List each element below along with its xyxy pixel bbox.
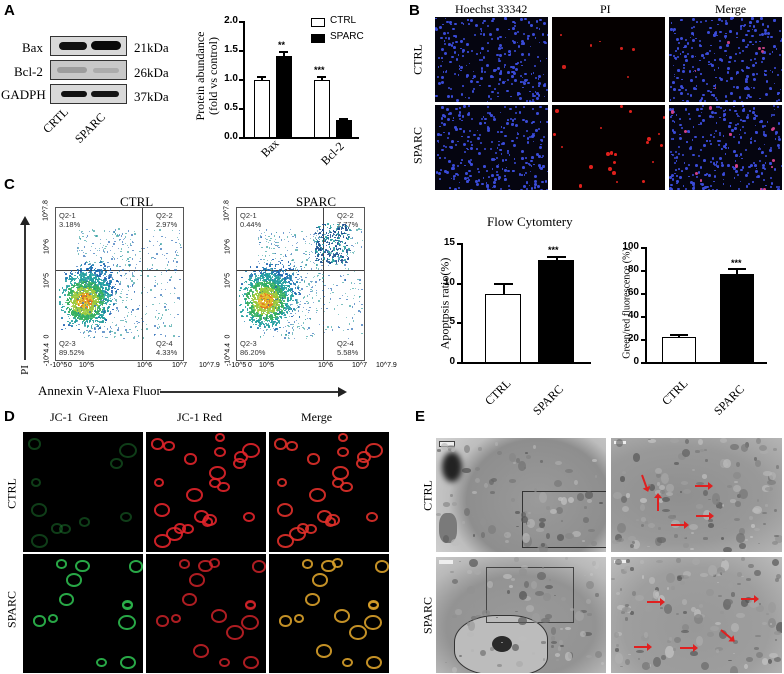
annexin-axis-label: Annexin V-Alexa Fluor (38, 383, 161, 399)
arrow-right-icon (338, 387, 347, 397)
bar-bax-sparc (276, 56, 292, 138)
y-axis (243, 21, 245, 138)
panel-label-d: D (4, 408, 15, 425)
arrow-up-icon (20, 216, 30, 225)
blot-strip-bax (50, 36, 127, 56)
image-ctrl-hoechst (435, 17, 548, 102)
x-label-ctrl: CTRL (659, 376, 691, 408)
panel-label-b: B (409, 2, 420, 19)
blot-size-bcl2: 26kDa (134, 65, 169, 81)
x-label-sparc: SPARC (530, 382, 567, 419)
y-axis (645, 247, 647, 364)
image-ctrl-jc1-red (146, 432, 266, 552)
flow-summary-title: Flow Cytomtery (487, 214, 573, 230)
legend-swatch-sparc (311, 34, 325, 43)
legend-swatch-ctrl (311, 18, 325, 27)
blot-lane-sparc: SPARC (72, 110, 109, 147)
red-arrow-icon (647, 598, 665, 606)
sig-bcl2: *** (314, 65, 325, 75)
bar-ctrl (485, 294, 521, 363)
tem-ctrl-overview (436, 438, 606, 552)
x-label-ctrl: CTRL (482, 376, 514, 408)
row-label-ctrl: CTRL (421, 476, 436, 516)
x-axis (243, 137, 359, 139)
x-label-sparc: SPARC (711, 382, 748, 419)
sig-sparc: *** (548, 245, 559, 255)
col-header-jc1-green: JC-1 Green (50, 410, 108, 425)
col-header-merge: Merge (715, 2, 746, 17)
zoom-region-box (486, 567, 574, 623)
col-header-merge: Merge (301, 410, 332, 425)
col-header-jc1-red: JC-1 Red (177, 410, 222, 425)
y-axis-label: Apoptpsis ratio(%) (438, 249, 453, 359)
x-label-bax: Bax (258, 136, 282, 160)
panel-label-c: C (4, 176, 15, 193)
bar-ctrl (662, 337, 696, 363)
sig-sparc: *** (731, 258, 742, 268)
y-axis (461, 243, 463, 363)
row-label-sparc: SPARC (421, 594, 436, 638)
annexin-axis-arrow (160, 391, 338, 393)
image-sparc-jc1-green (23, 554, 143, 673)
blot-strip-bcl2 (50, 60, 127, 80)
flow-plot-ctrl: Q2-1 3.18% Q2-2 2.97% Q2-3 89.52% Q2-4 4.33% (55, 207, 184, 361)
blot-size-gadph: 37kDa (134, 89, 169, 105)
row-label-ctrl: CTRL (411, 40, 426, 80)
image-sparc-jc1-red (146, 554, 266, 673)
blot-size-bax: 21kDa (134, 40, 169, 56)
legend-ctrl: CTRL (330, 15, 356, 26)
bar-sparc (720, 274, 754, 363)
bar-bcl2-sparc (336, 120, 352, 138)
x-axis (461, 362, 591, 364)
blot-lane-ctrl: CRTL (40, 105, 72, 137)
tem-ctrl-detail (611, 438, 782, 552)
panel-label-a: A (4, 2, 15, 19)
x-axis (645, 362, 767, 364)
row-label-sparc: SPARC (411, 126, 426, 166)
red-arrow-icon (680, 644, 698, 652)
legend-sparc: SPARC (330, 31, 364, 42)
image-ctrl-pi (552, 17, 665, 102)
tem-sparc-overview (436, 557, 606, 673)
row-label-sparc: SPARC (5, 588, 20, 632)
blot-label-bcl2: Bcl-2 (14, 64, 43, 80)
image-sparc-hoechst (435, 105, 548, 190)
col-header-hoechst: Hoechst 33342 (455, 2, 527, 17)
bar-sparc (538, 260, 574, 363)
pi-axis-label: PI (19, 361, 31, 379)
image-ctrl-merge (269, 432, 389, 552)
flow-title-sparc: SPARC (296, 194, 336, 210)
sig-bax: ** (278, 40, 285, 50)
bar-bax-ctrl (254, 80, 270, 138)
flow-plot-sparc: Q2-1 0.44% Q2-2 7.77% Q2-3 86.20% Q2-4 5.58% (236, 207, 365, 361)
pi-axis-arrow (24, 222, 26, 360)
red-arrow-icon (671, 521, 689, 529)
image-sparc-merge (269, 554, 389, 673)
col-header-pi: PI (600, 2, 611, 17)
blot-label-bax: Bax (22, 40, 43, 56)
red-arrow-icon (741, 595, 759, 603)
image-sparc-pi (552, 105, 665, 190)
x-label-bcl2: Bcl-2 (318, 139, 347, 168)
y-axis-label: Green/red fluorescence (%) (622, 244, 633, 364)
red-arrow-icon (696, 512, 714, 520)
image-ctrl-merge (669, 17, 782, 102)
tem-sparc-detail (611, 557, 782, 673)
red-arrow-icon (654, 493, 662, 511)
image-sparc-merge (669, 105, 782, 190)
red-arrow-icon (641, 474, 652, 494)
panel-label-e: E (415, 408, 425, 425)
flow-title-ctrl: CTRL (120, 194, 153, 210)
blot-label-gadph: GADPH (1, 87, 46, 103)
red-arrow-icon (695, 482, 713, 490)
red-arrow-icon (634, 643, 652, 651)
row-label-ctrl: CTRL (5, 474, 20, 514)
blot-strip-gadph (50, 84, 127, 104)
image-ctrl-jc1-green (23, 432, 143, 552)
bar-bcl2-ctrl (314, 80, 330, 138)
